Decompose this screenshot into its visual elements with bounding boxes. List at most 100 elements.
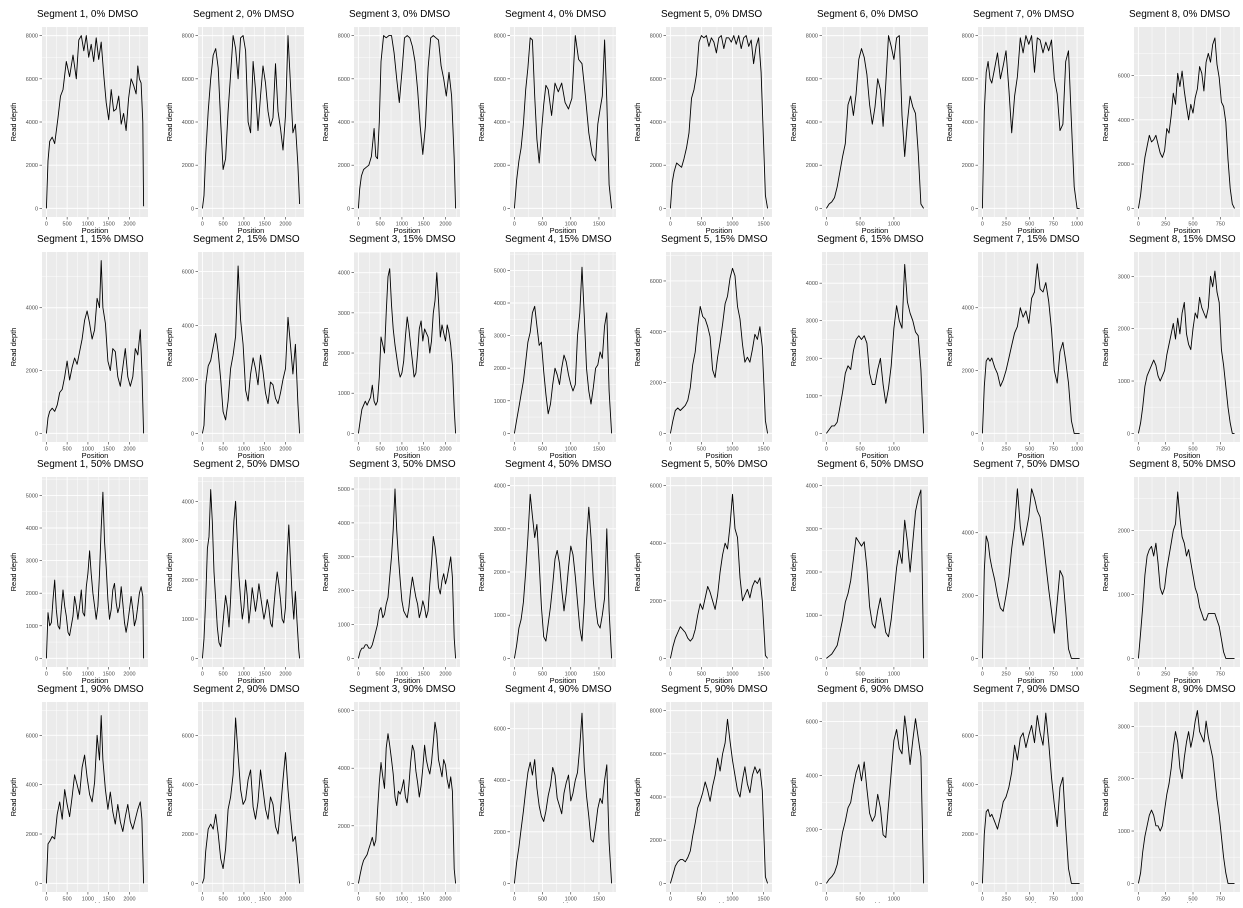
- y-tick-label: 1000: [338, 622, 350, 628]
- y-axis-title: Read depth: [9, 328, 18, 367]
- y-tick-label: 1000: [26, 624, 38, 630]
- x-tick-label: 0: [669, 447, 672, 453]
- x-tick-label: 500: [63, 222, 72, 228]
- x-tick-label: 250: [1001, 222, 1010, 228]
- panel-title: Segment 3, 90% DMSO: [349, 684, 456, 695]
- x-tick-label: 0: [1137, 447, 1140, 453]
- x-tick-label: 1500: [593, 897, 605, 903]
- y-tick-label: 6000: [1118, 73, 1130, 79]
- y-tick-label: 2000: [806, 356, 818, 362]
- y-tick-label: 4000: [650, 541, 662, 547]
- y-tick-label: 0: [35, 431, 38, 437]
- panel-background: [1134, 252, 1240, 442]
- x-tick-label: 750: [1049, 897, 1058, 903]
- y-tick-label: 6000: [26, 733, 38, 739]
- x-tick-label: 0: [45, 897, 48, 903]
- facet-panel: Segment 8, 15% DMSO0 250 500 75001000200030…: [1101, 234, 1240, 460]
- y-tick-label: 1000: [338, 391, 350, 397]
- y-tick-label: 4000: [182, 783, 194, 789]
- y-tick-label: 0: [971, 206, 974, 212]
- x-tick-label: 0: [513, 897, 516, 903]
- y-tick-label: 0: [191, 656, 194, 662]
- y-tick-label: 0: [659, 656, 662, 662]
- facet-panel: Segment 5, 15% DMSO0 500 1000 1500020004000…: [633, 234, 772, 460]
- panel-background: [510, 252, 616, 442]
- y-tick-label: 2000: [806, 827, 818, 833]
- y-tick-label: 2000: [650, 599, 662, 605]
- x-tick-label: 250: [1161, 447, 1170, 453]
- y-tick-label: 5000: [338, 487, 350, 493]
- y-tick-label: 2000: [338, 351, 350, 357]
- y-tick-label: 0: [659, 881, 662, 887]
- x-tick-label: 250: [1001, 447, 1010, 453]
- x-tick-label: 500: [376, 672, 385, 678]
- y-axis-title: Read depth: [789, 778, 798, 817]
- y-tick-label: 4000: [182, 323, 194, 329]
- y-tick-label: 4000: [26, 306, 38, 312]
- facet-panel: Segment 6, 90% DMSO0 500 10000200040006000…: [789, 684, 928, 903]
- y-tick-label: 2000: [338, 589, 350, 595]
- y-tick-label: 4000: [338, 271, 350, 277]
- facet-panel: Segment 4, 15% DMSO0 500 1000 1500010002000…: [477, 234, 616, 460]
- x-tick-label: 1500: [593, 447, 605, 453]
- y-axis-title: Read depth: [1101, 103, 1110, 142]
- facet-panel: Segment 4, 0% DMSO0 500 1000 15000200040006…: [477, 9, 616, 235]
- panel-title: Segment 1, 0% DMSO: [37, 9, 138, 20]
- x-tick-label: 750: [1216, 222, 1225, 228]
- x-tick-label: 250: [1161, 897, 1170, 903]
- x-tick-label: 1000: [1071, 447, 1083, 453]
- y-tick-label: 2000: [26, 163, 38, 169]
- facet-panel: Segment 3, 90% DMSO0 500 1000 1500 200002000…: [321, 684, 460, 903]
- y-tick-label: 6000: [650, 77, 662, 83]
- panel-title: Segment 6, 15% DMSO: [817, 234, 924, 245]
- panel-title: Segment 2, 50% DMSO: [193, 459, 300, 470]
- y-axis-title: Read depth: [321, 553, 330, 592]
- x-tick-label: 500: [697, 222, 706, 228]
- y-tick-label: 6000: [182, 269, 194, 275]
- y-tick-label: 4000: [338, 120, 350, 126]
- x-tick-label: 0: [357, 447, 360, 453]
- x-tick-label: 1000: [888, 222, 900, 228]
- y-axis-title: Read depth: [945, 778, 954, 817]
- y-tick-label: 4000: [806, 484, 818, 490]
- x-tick-label: 0: [825, 897, 828, 903]
- y-axis-title: Read depth: [945, 103, 954, 142]
- y-tick-label: 2000: [650, 381, 662, 387]
- y-tick-label: 2000: [26, 369, 38, 375]
- facet-panel: Segment 4, 50% DMSO0 500 1000 1500010002000…: [477, 459, 616, 685]
- x-tick-label: 750: [1216, 672, 1225, 678]
- y-tick-label: 4000: [962, 120, 974, 126]
- y-tick-label: 0: [347, 206, 350, 212]
- panel-title: Segment 8, 15% DMSO: [1129, 234, 1236, 245]
- y-tick-label: 3000: [182, 539, 194, 545]
- y-tick-label: 0: [191, 431, 194, 437]
- y-tick-label: 2000: [494, 830, 506, 836]
- y-tick-label: 6000: [806, 719, 818, 725]
- panel-title: Segment 7, 50% DMSO: [973, 459, 1080, 470]
- y-axis-title: Read depth: [477, 103, 486, 142]
- panel-title: Segment 5, 50% DMSO: [661, 459, 768, 470]
- facet-panel: Segment 1, 15% DMSO0 500 1000 1500 200002000…: [9, 234, 148, 460]
- y-tick-label: 0: [815, 881, 818, 887]
- x-tick-label: 0: [357, 672, 360, 678]
- panel-title: Segment 8, 0% DMSO: [1129, 9, 1230, 20]
- y-axis-title: Read depth: [1101, 553, 1110, 592]
- y-tick-label: 2000: [1118, 162, 1130, 168]
- x-tick-label: 750: [1049, 222, 1058, 228]
- panel-background: [354, 477, 460, 667]
- x-tick-label: 750: [1049, 447, 1058, 453]
- y-tick-label: 6000: [338, 77, 350, 83]
- facet-panel: Segment 2, 50% DMSO0 500 1000 1500 200001000…: [165, 459, 304, 685]
- y-tick-label: 3000: [338, 311, 350, 317]
- x-tick-label: 1000: [1071, 222, 1083, 228]
- y-tick-label: 6000: [338, 709, 350, 715]
- facet-panel: Segment 3, 50% DMSO 0 500 1000 1500 2000 0 1000…: [321, 459, 460, 685]
- y-tick-label: 4000: [182, 120, 194, 126]
- y-tick-label: 0: [347, 881, 350, 887]
- x-tick-label: 2000: [439, 222, 451, 228]
- y-tick-label: 6000: [494, 77, 506, 83]
- x-tick-label: 500: [376, 447, 385, 453]
- facet-panel: Segment 5, 90% DMSO0 500 1000 1500020004000…: [633, 684, 772, 903]
- x-tick-label: 0: [357, 897, 360, 903]
- x-tick-label: 2000: [123, 672, 135, 678]
